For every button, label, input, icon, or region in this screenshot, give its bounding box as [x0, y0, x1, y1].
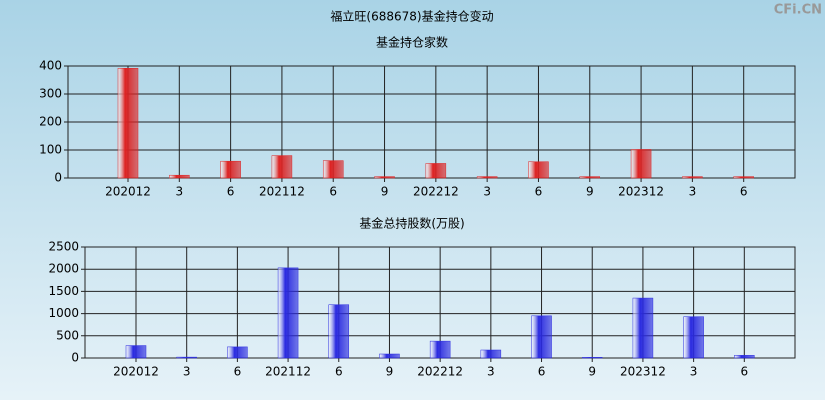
x-tick-label: 6: [234, 365, 242, 379]
bar: [476, 176, 498, 179]
bar: [630, 149, 652, 179]
x-tick-label: 3: [483, 185, 491, 199]
x-tick-label: 3: [689, 185, 697, 199]
bar: [480, 349, 502, 359]
y-tick-label: 300: [39, 87, 62, 101]
bar: [176, 356, 197, 359]
x-tick-label: 6: [329, 185, 337, 199]
x-tick-label: 202012: [113, 365, 159, 379]
x-tick-label: 3: [487, 365, 495, 379]
bar: [528, 161, 549, 179]
y-tick-label: 500: [56, 328, 79, 342]
x-tick-label: 202212: [413, 185, 459, 199]
y-tick-label: 1500: [48, 284, 79, 298]
x-tick-label: 3: [175, 185, 183, 199]
y-tick-label: 1000: [48, 306, 79, 320]
x-tick-label: 202112: [265, 365, 311, 379]
bar: [734, 355, 755, 359]
y-tick-label: 0: [71, 351, 79, 365]
x-tick-label: 6: [335, 365, 343, 379]
x-tick-label: 9: [588, 365, 596, 379]
x-tick-label: 6: [538, 365, 546, 379]
bar: [322, 160, 344, 179]
y-tick-label: 100: [39, 143, 62, 157]
bar: [579, 176, 601, 179]
y-tick-label: 2000: [48, 262, 79, 276]
x-tick-label: 6: [227, 185, 235, 199]
bar: [683, 316, 704, 359]
bar: [328, 304, 350, 359]
x-tick-label: 202012: [105, 185, 151, 199]
bar: [581, 357, 603, 359]
bar: [227, 346, 248, 359]
bar: [429, 340, 451, 359]
page-title: 福立旺(688678)基金持仓变动: [330, 9, 493, 24]
bar: [169, 174, 190, 179]
x-tick-label: 202212: [417, 365, 463, 379]
bar: [271, 155, 293, 179]
x-tick-label: 9: [381, 185, 389, 199]
bar: [125, 345, 147, 359]
x-tick-label: 3: [690, 365, 698, 379]
bar: [632, 297, 654, 359]
x-tick-label: 3: [183, 365, 191, 379]
bar: [117, 67, 139, 179]
y-tick-label: 0: [54, 171, 62, 185]
bar: [379, 353, 400, 359]
x-tick-label: 9: [586, 185, 594, 199]
y-tick-label: 200: [39, 115, 62, 129]
bar: [531, 315, 552, 359]
bar: [220, 160, 241, 179]
bar: [682, 176, 703, 179]
bar: [733, 176, 754, 179]
y-tick-label: 2500: [48, 240, 79, 254]
watermark: CFi.CN: [774, 3, 822, 18]
x-tick-label: 202112: [259, 185, 305, 199]
x-tick-label: 202312: [620, 365, 666, 379]
subplot-title: 基金总持股数(万股): [359, 216, 464, 231]
bar: [425, 163, 447, 179]
bar: [374, 176, 395, 179]
x-tick-label: 9: [386, 365, 394, 379]
x-tick-label: 6: [740, 185, 748, 199]
x-tick-label: 6: [535, 185, 543, 199]
subplot-title: 基金持仓家数: [376, 35, 448, 50]
x-tick-label: 6: [740, 365, 748, 379]
bar: [277, 267, 299, 359]
x-tick-label: 202312: [618, 185, 664, 199]
y-tick-label: 400: [39, 59, 62, 73]
